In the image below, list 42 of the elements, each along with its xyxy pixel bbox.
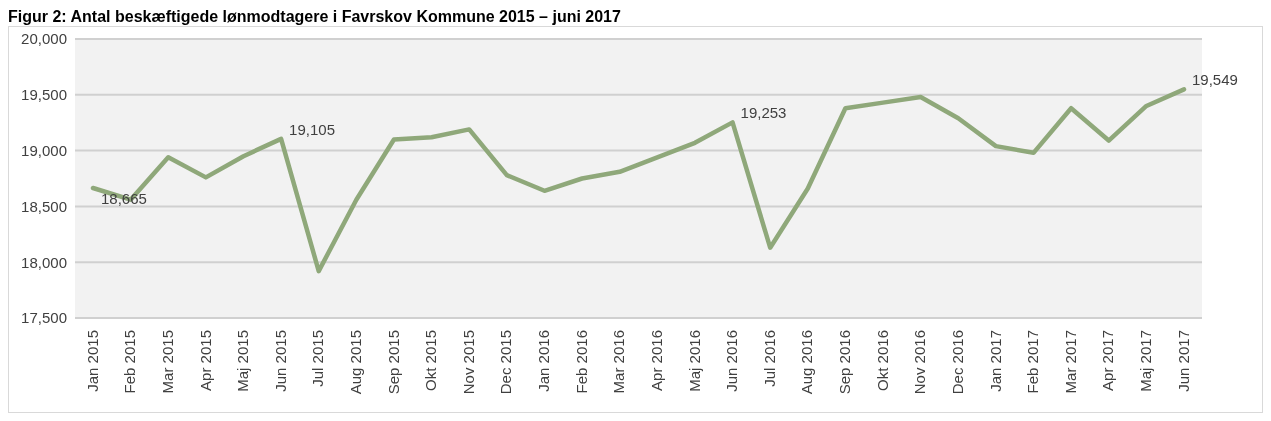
data-label: 19,105 bbox=[289, 120, 335, 138]
x-tick-label: Jan 2016 bbox=[535, 330, 553, 392]
data-label: 19,549 bbox=[1192, 71, 1238, 89]
x-tick-label: Maj 2015 bbox=[234, 330, 252, 392]
y-tick-label: 18,000 bbox=[21, 253, 67, 271]
x-tick-label: Dec 2015 bbox=[497, 330, 515, 395]
x-tick-label: Feb 2017 bbox=[1024, 330, 1042, 394]
x-tick-label: Okt 2016 bbox=[873, 330, 891, 391]
data-label: 18,665 bbox=[101, 189, 147, 207]
data-label: 19,253 bbox=[740, 104, 787, 122]
x-tick-label: Jul 2015 bbox=[309, 330, 327, 387]
x-tick-label: Maj 2016 bbox=[685, 330, 703, 392]
x-tick-label: Okt 2015 bbox=[422, 330, 440, 391]
x-tick-label: Jun 2015 bbox=[271, 330, 289, 392]
x-tick-label: Jan 2017 bbox=[986, 330, 1004, 392]
x-tick-label: Nov 2015 bbox=[459, 330, 477, 395]
y-tick-label: 19,000 bbox=[21, 141, 67, 159]
x-tick-label: Apr 2017 bbox=[1099, 330, 1117, 391]
x-tick-label: Apr 2016 bbox=[647, 330, 665, 391]
y-tick-label: 20,000 bbox=[21, 30, 67, 48]
x-tick-label: Sep 2016 bbox=[836, 330, 854, 395]
x-tick-label: Feb 2016 bbox=[572, 330, 590, 394]
x-tick-label: Jul 2016 bbox=[760, 330, 778, 387]
y-tick-label: 18,500 bbox=[21, 197, 67, 215]
x-tick-label: Nov 2016 bbox=[911, 330, 929, 395]
x-tick-label: Mar 2015 bbox=[158, 330, 176, 394]
x-tick-label: Jun 2016 bbox=[723, 330, 741, 392]
x-tick-label: Aug 2015 bbox=[346, 330, 364, 395]
chart-title: Figur 2: Antal beskæftigede lønmodtagere i Favrskov Kommune 2015 – juni 2017 bbox=[8, 8, 622, 26]
x-tick-label: Maj 2017 bbox=[1137, 330, 1155, 392]
y-tick-label: 17,500 bbox=[21, 309, 67, 327]
x-tick-label: Apr 2015 bbox=[196, 330, 214, 391]
x-tick-label: Mar 2016 bbox=[610, 330, 628, 394]
line-series bbox=[90, 87, 1187, 274]
x-tick-label: Feb 2015 bbox=[121, 330, 139, 394]
x-tick-label: Sep 2015 bbox=[384, 330, 402, 395]
x-tick-label: Jun 2017 bbox=[1174, 330, 1192, 392]
x-tick-label: Mar 2017 bbox=[1061, 330, 1079, 394]
y-tick-label: 19,500 bbox=[21, 86, 67, 104]
x-tick-label: Jan 2015 bbox=[83, 330, 101, 392]
x-tick-label: Aug 2016 bbox=[798, 330, 816, 395]
x-tick-label: Dec 2016 bbox=[948, 330, 966, 395]
